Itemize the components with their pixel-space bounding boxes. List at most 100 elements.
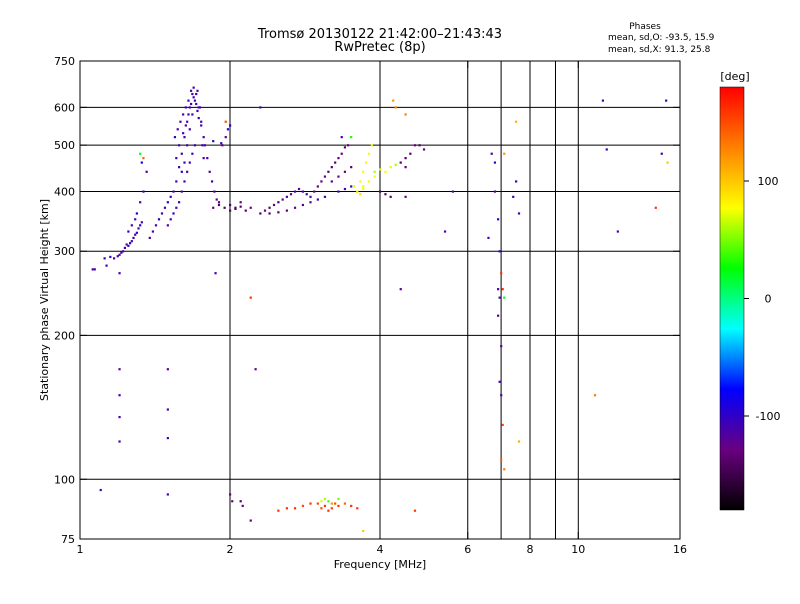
data-point [217,203,221,207]
data-point [337,504,340,508]
y-tick-label: 300 [54,245,75,258]
data-point [224,136,227,139]
data-point [498,250,501,253]
data-point [221,144,224,147]
data-point [154,224,158,227]
data-point [177,166,181,169]
data-point [175,157,178,160]
data-point [379,168,382,171]
y-tick-label: 100 [54,473,75,486]
data-point [356,190,359,193]
data-point [254,368,257,371]
data-point [285,507,288,510]
data-point [399,161,402,164]
data-point [105,264,108,267]
data-point [214,272,217,275]
data-point [394,163,397,166]
data-point [169,218,172,221]
data-point [187,113,190,116]
data-point [175,180,178,183]
data-point [93,268,96,271]
data-point [404,157,407,160]
data-point [224,120,227,123]
data-point [193,144,197,147]
data-point [249,206,252,209]
data-point [277,509,280,512]
data-point [501,288,504,291]
data-point [277,201,280,204]
data-point [404,113,407,116]
data-point [362,529,365,533]
phases-x-stats: mean, sd,X: 91.3, 25.8 [608,45,711,55]
data-point [192,86,195,89]
data-point [404,166,407,169]
data-point [356,507,359,510]
data-point [362,187,365,191]
x-tick-label: 4 [377,543,384,556]
data-point [350,185,353,188]
data-point [157,218,161,221]
data-point [184,124,187,127]
data-point [148,236,151,240]
data-point [183,180,186,183]
data-point [210,180,214,183]
data-point [229,203,232,207]
data-point [200,124,203,127]
data-point [293,507,297,510]
data-point [203,144,206,147]
data-point [118,253,121,256]
data-point [135,212,138,215]
data-point [118,272,121,275]
data-point [343,170,347,173]
data-point [496,314,500,317]
phases-title: Phases [629,22,661,32]
data-point [334,502,337,505]
data-point [213,190,216,193]
data-point [140,161,143,164]
data-point [259,212,262,215]
data-point [191,113,194,116]
data-point [501,423,504,427]
data-point [139,224,142,227]
data-point [293,190,297,193]
y-tick-label: 200 [54,329,75,342]
data-point [231,500,234,503]
phases-o-stats: mean, sd,O: -93.5, 15.9 [608,33,715,43]
data-point [173,136,177,139]
colorbar-tick-label: 100 [758,175,779,188]
data-point [239,500,242,503]
data-point [490,152,493,155]
data-point [223,206,226,209]
data-point [327,170,330,173]
data-point [353,185,356,188]
data-point [379,190,382,193]
data-point [186,170,189,173]
data-point [179,120,182,123]
data-point [496,288,500,291]
data-point [451,190,455,193]
data-point [172,190,175,193]
data-point [120,251,123,254]
data-point [340,136,343,139]
data-point [384,193,387,196]
data-point [191,92,194,96]
data-point [175,206,178,209]
data-point [259,106,262,109]
data-point [188,128,191,131]
data-point [320,500,323,503]
data-point [129,242,132,245]
data-point [160,212,164,215]
data-point [365,161,368,164]
colorbar-tick-label: -100 [756,410,781,423]
data-point [493,161,497,164]
data-point [309,502,312,505]
x-tick-label: 2 [227,543,234,556]
data-point [249,296,252,299]
data-point [166,408,169,411]
data-point [515,180,518,183]
x-tick-label: 1 [77,543,84,556]
data-point [184,106,187,109]
data-point [323,175,327,178]
data-point [350,166,353,169]
